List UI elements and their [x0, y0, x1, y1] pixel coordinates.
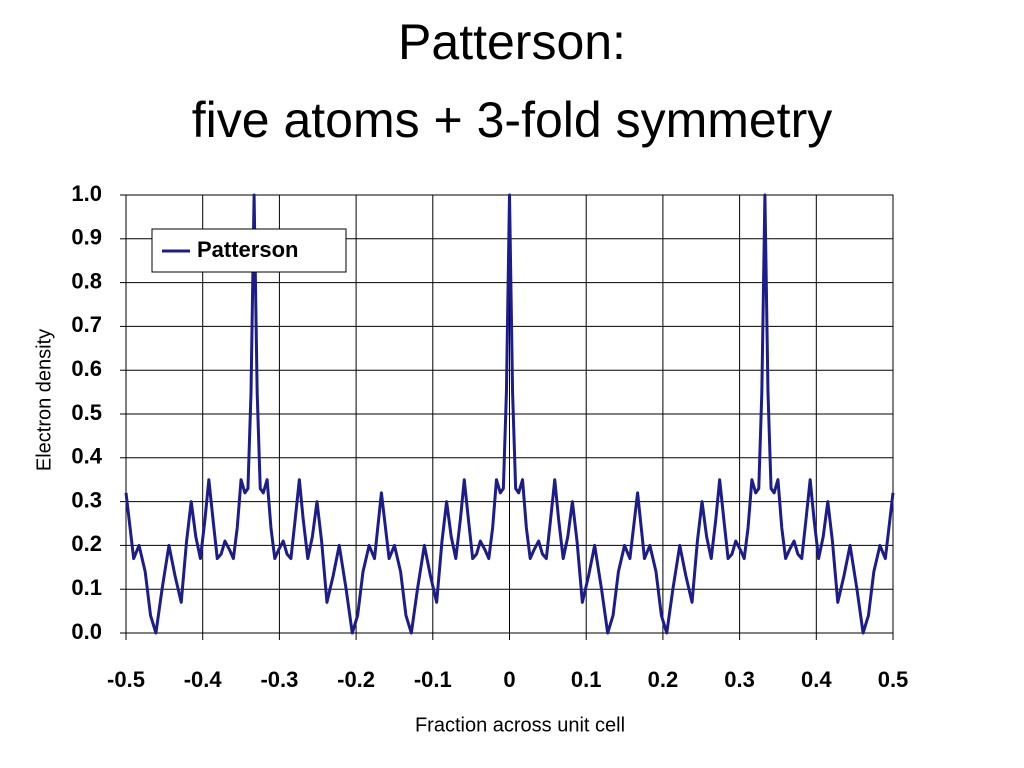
x-tick-label: 0.2 [648, 667, 679, 692]
x-tick-label: -0.5 [107, 667, 145, 692]
x-tick-label: 0.1 [571, 667, 602, 692]
x-tick-label: 0 [503, 667, 515, 692]
y-tick-label: 0.6 [71, 356, 102, 381]
data-line [124, 193, 895, 635]
y-tick-label: 0.3 [71, 487, 102, 512]
y-axis-label: Electron density [33, 329, 55, 471]
x-tick-label: 0.3 [724, 667, 755, 692]
x-axis-label: Fraction across unit cell [415, 714, 625, 736]
y-tick-label: 0.2 [71, 531, 102, 556]
x-tick-label: -0.2 [337, 667, 375, 692]
legend-label: Patterson [197, 237, 298, 262]
x-tick-label: 0.5 [878, 667, 909, 692]
y-tick-label: 0.7 [71, 312, 102, 337]
chart-title: Patterson: [398, 14, 626, 70]
x-tick-label: -0.1 [414, 667, 452, 692]
x-tick-label: 0.4 [801, 667, 832, 692]
y-tick-label: 0.1 [71, 575, 102, 600]
y-tick-label: 0.8 [71, 268, 102, 293]
chart-subtitle: five atoms + 3-fold symmetry [192, 92, 832, 148]
x-tick-label: -0.4 [184, 667, 223, 692]
x-tick-label: -0.3 [260, 667, 298, 692]
y-tick-label: 0.4 [71, 444, 102, 469]
y-tick-label: 0.9 [71, 225, 102, 250]
y-tick-label: 1.0 [71, 181, 102, 206]
y-tick-label: 0.0 [71, 619, 102, 644]
y-tick-label: 0.5 [71, 400, 102, 425]
